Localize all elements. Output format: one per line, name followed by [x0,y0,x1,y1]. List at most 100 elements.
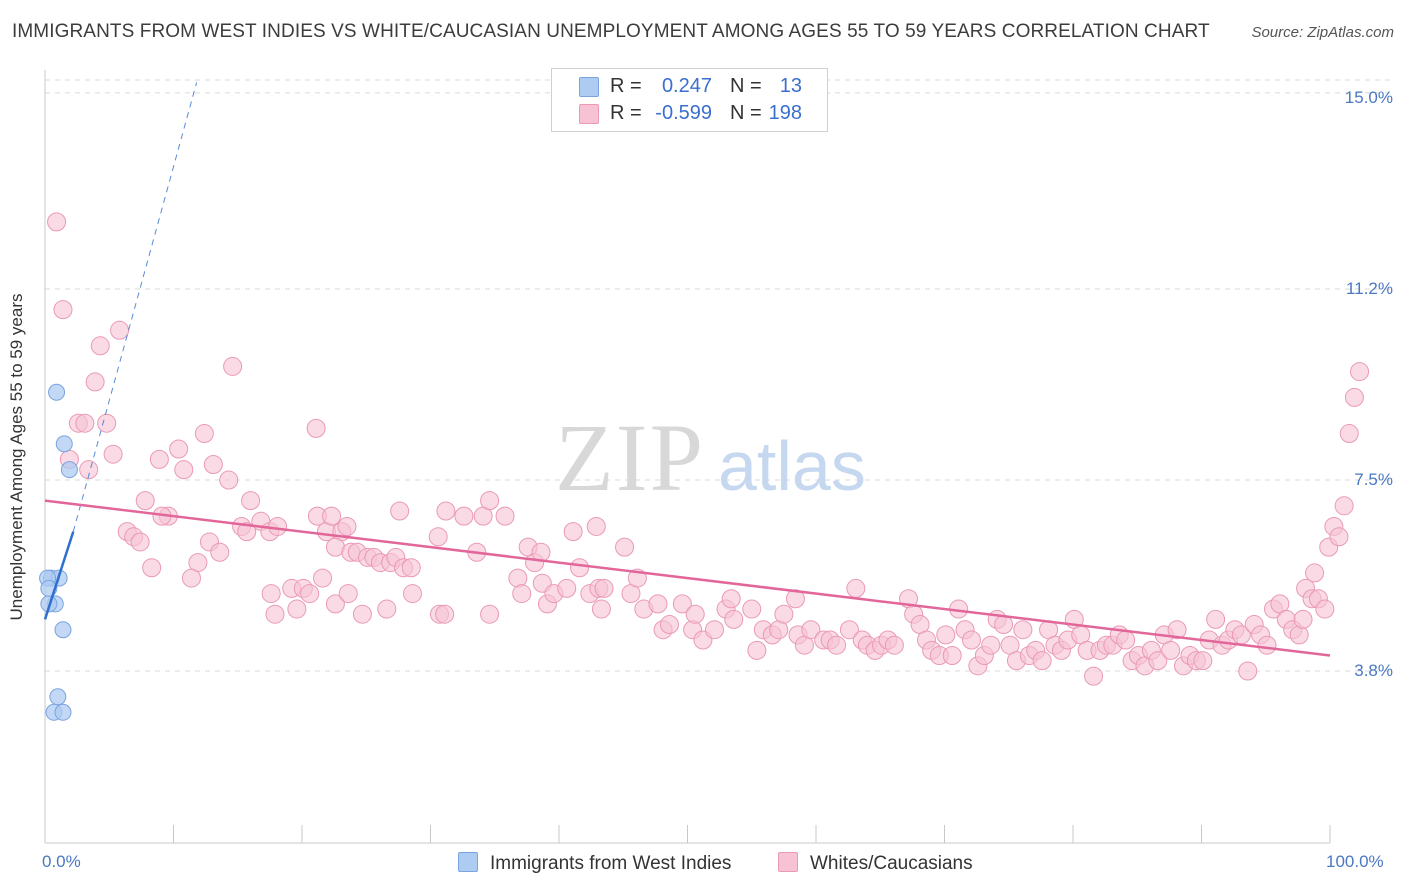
stats-swatch-blue [579,77,599,97]
data-point-whites [377,599,397,619]
data-point-whites [90,336,110,356]
data-point-whites [936,625,956,645]
data-point-whites [223,356,243,376]
data-point-whites [241,491,261,511]
legend-item-immigrants: Immigrants from West Indies [458,852,731,875]
stats-n-label: N = [730,102,762,124]
watermark-atlas: atlas [718,427,866,505]
data-point-whites [79,460,99,480]
data-point-whites [1161,640,1181,660]
data-point-immigrants [54,621,72,639]
data-point-whites [338,584,358,604]
data-point-whites [325,594,345,614]
data-point-whites [322,506,342,526]
data-point-whites [615,537,635,557]
data-point-whites [846,578,866,598]
data-point-whites [742,599,762,619]
data-point-whites [704,620,724,640]
data-point-whites [390,501,410,521]
trend-lines [43,82,1331,657]
data-point-whites [265,604,285,624]
data-point-whites [174,460,194,480]
data-point-whites [1167,620,1187,640]
legend-item-whites: Whites/Caucasians [778,852,973,875]
trend-line-immigrants-extrapolated [72,82,198,532]
watermark-zip: ZIP [555,404,705,511]
data-point-whites [306,418,326,438]
data-point-whites [435,604,455,624]
data-point-whites [774,604,794,624]
data-point-whites [1315,599,1335,619]
data-point-whites [660,615,680,635]
data-point-whites [261,584,281,604]
data-point-whites [300,584,320,604]
trend-line-whites [44,499,1331,657]
data-point-whites [1344,387,1364,407]
data-point-whites [1193,651,1213,671]
data-point-whites [961,630,981,650]
data-point-immigrants [48,383,66,401]
data-point-whites [1013,620,1033,640]
legend-swatch-pink [778,852,798,872]
data-point-whites [75,413,95,433]
stats-n-label: N = [730,75,762,97]
data-point-whites [672,594,692,614]
data-point-whites [839,620,859,640]
data-point-whites [352,604,372,624]
data-point-whites [237,522,257,542]
data-point-whites [942,646,962,666]
data-point-whites [454,506,474,526]
data-point-whites [1293,609,1313,629]
y-tick-label: 11.2% [1346,279,1393,298]
legend-label: Immigrants from West Indies [490,853,732,874]
data-point-whites [1339,424,1359,444]
data-point-whites [981,635,1001,655]
data-point-whites [1350,362,1370,382]
stats-r-label: R = [610,75,642,97]
data-point-whites [268,516,288,536]
data-point-whites [1206,609,1226,629]
data-point-whites [721,589,741,609]
data-point-whites [169,439,189,459]
data-point-whites [1032,651,1052,671]
data-point-whites [85,372,105,392]
x-tick-label: 0.0% [42,852,81,871]
data-point-whites [181,568,201,588]
source-label: Source: ZipAtlas.com [1251,24,1394,41]
stats-n-value: 13 [779,75,802,97]
data-point-whites [884,635,904,655]
y-tick-label: 3.8% [1354,661,1393,680]
data-point-whites [1305,563,1325,583]
data-point-whites [785,589,805,609]
data-point-whites [1334,496,1354,516]
data-point-whites [149,449,169,469]
data-point-whites [557,578,577,598]
stats-r-label: R = [610,102,642,124]
stats-n-value: 198 [768,102,802,124]
data-point-immigrants [49,688,67,706]
data-point-whites [110,320,130,340]
stats-r-value: -0.599 [655,102,712,124]
data-point-whites [480,604,500,624]
data-point-whites [401,558,421,578]
data-point-whites [594,578,614,598]
legend-label: Whites/Caucasians [810,853,973,874]
data-point-whites [570,558,590,578]
data-point-whites [1084,666,1104,686]
data-point-whites [1257,635,1277,655]
x-tick-label: 100.0% [1326,852,1384,871]
data-point-whites [403,584,423,604]
data-point-immigrants [54,703,72,721]
data-point-whites [563,522,583,542]
data-point-whites [135,491,155,511]
data-point-whites [747,640,767,660]
series-whites-caucasians [47,212,1370,686]
data-point-whites [994,615,1014,635]
data-point-whites [142,558,162,578]
data-point-whites [203,455,223,475]
data-point-whites [827,635,847,655]
stats-swatch-pink [579,104,599,124]
data-point-whites [495,506,515,526]
data-point-whites [648,594,668,614]
